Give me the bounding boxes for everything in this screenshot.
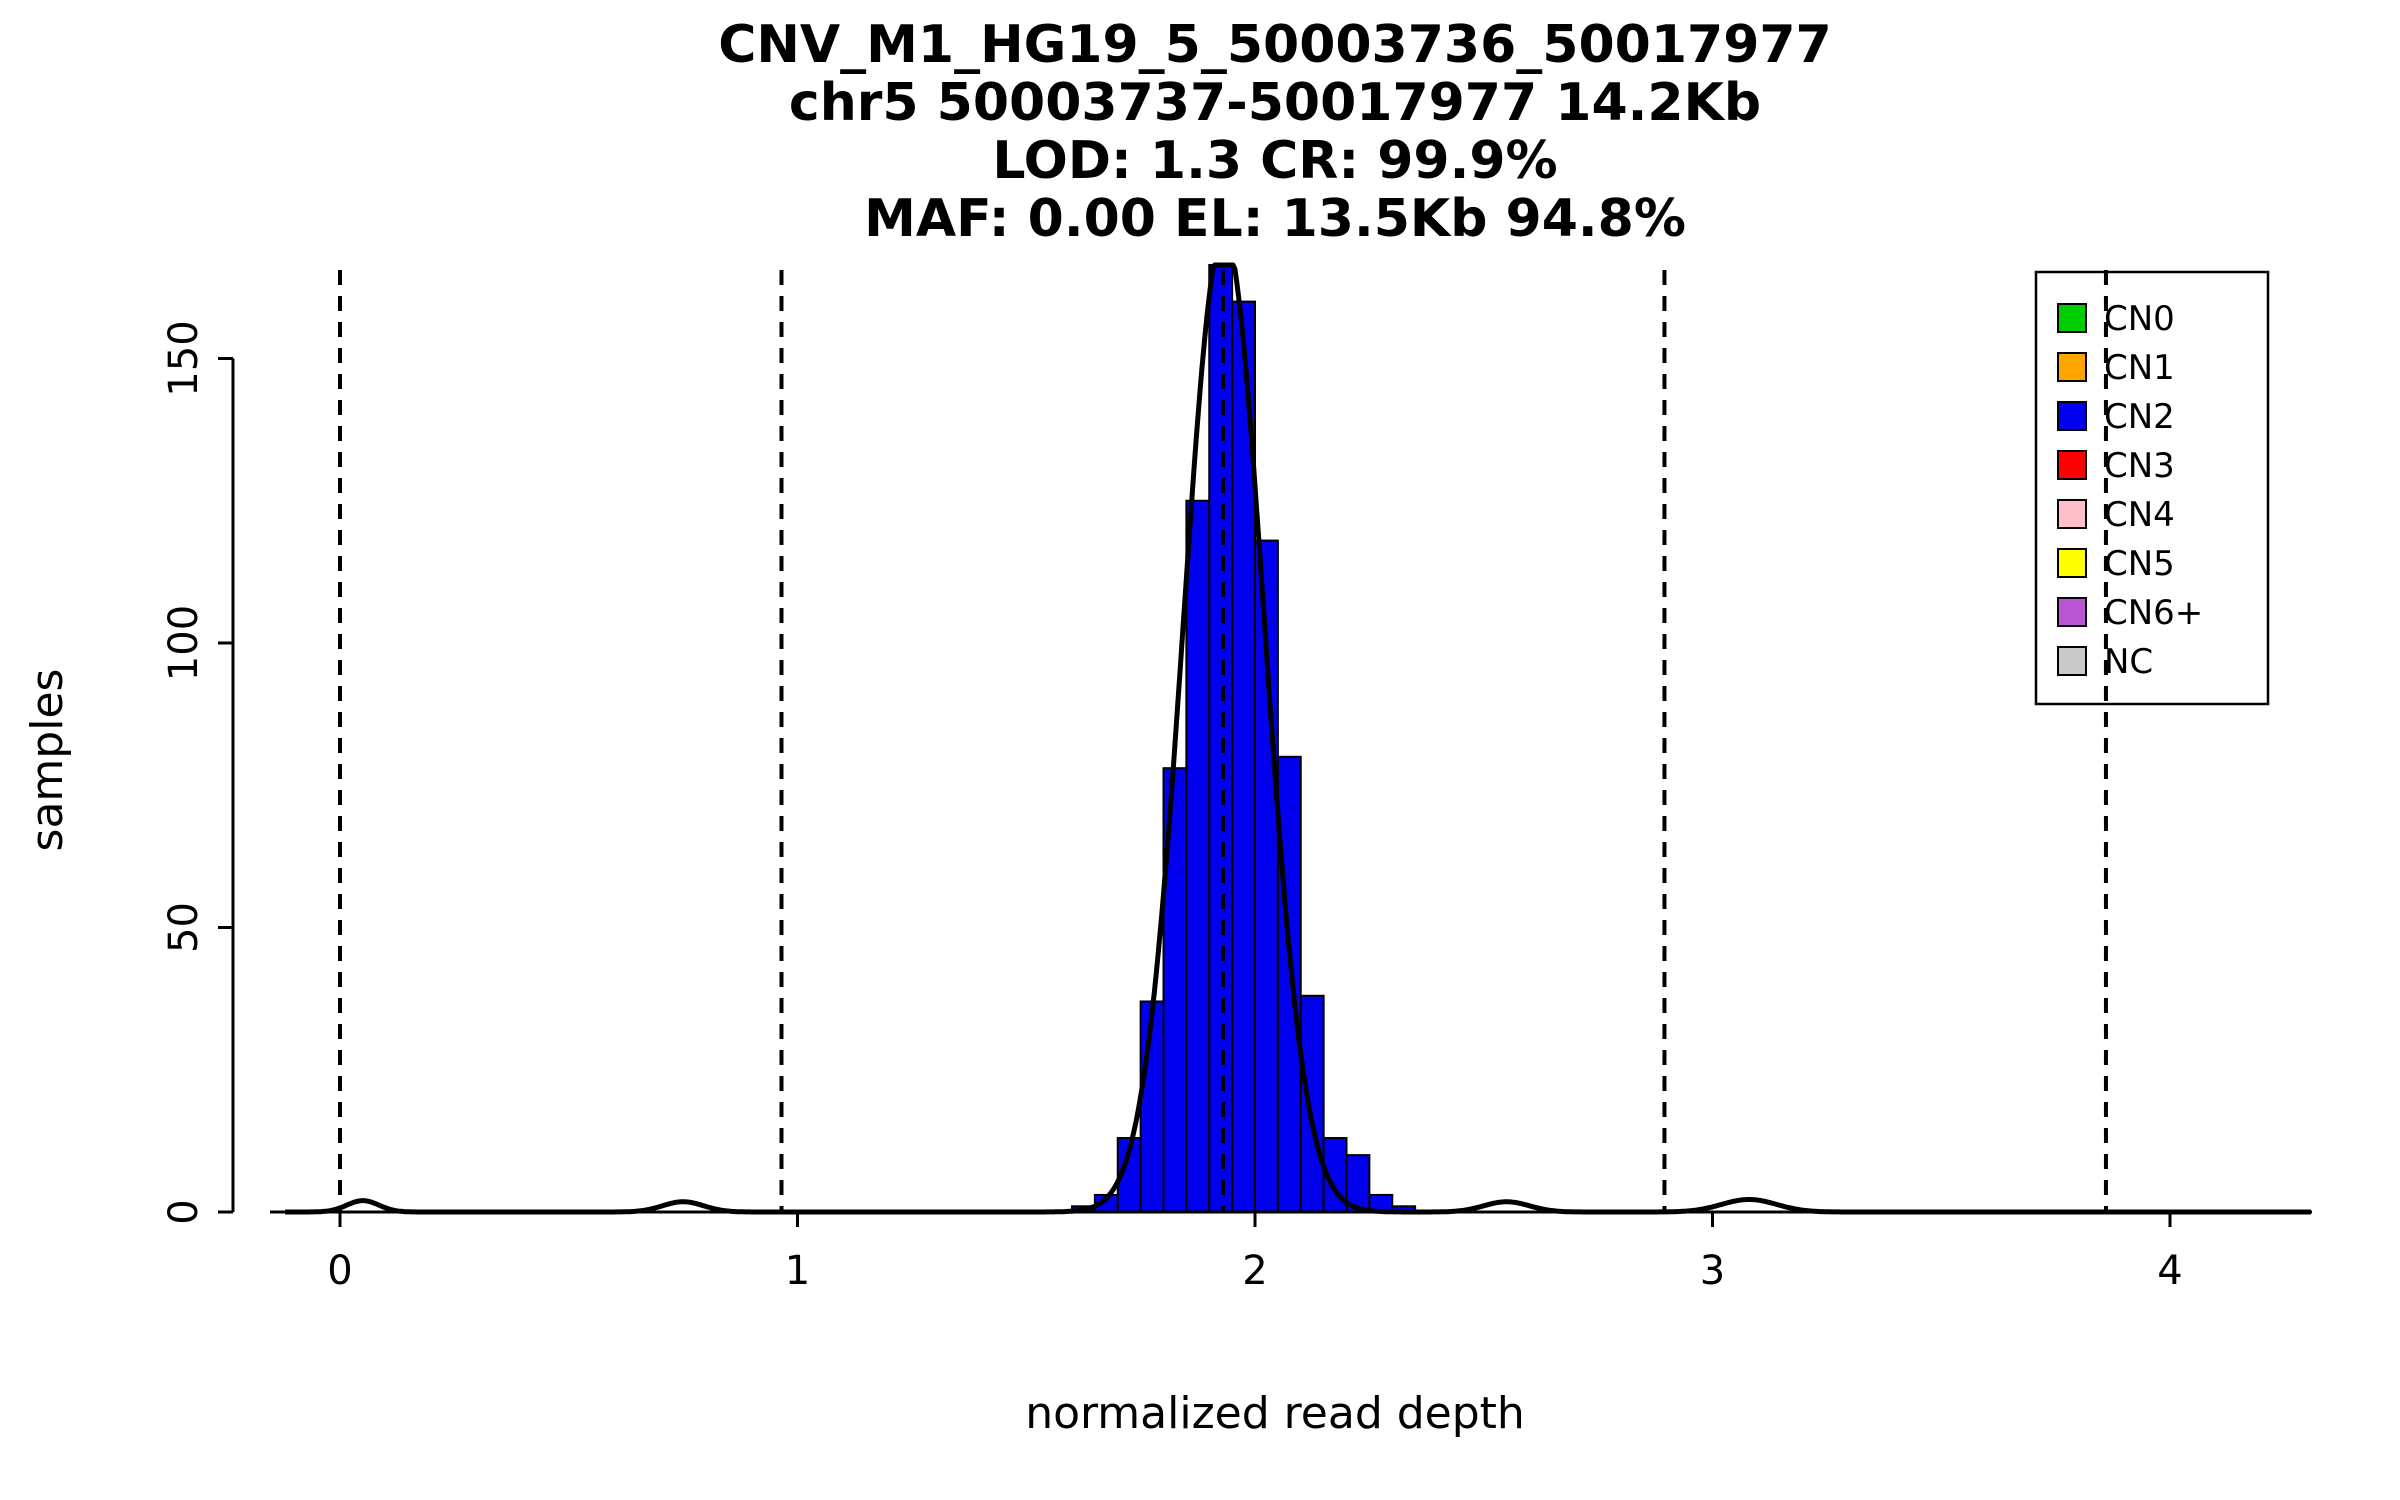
chart-layer: 0 1 2 3 4 0 50 100 150 CN0 CN1 CN2 CN3 CN4 CN5 CN6+ NC [161,262,2312,1294]
legend-item-NC: NC [2057,642,2153,682]
legend-item-CN6plus: CN6+ [2057,593,2203,633]
legend-swatch-CN2 [2057,401,2087,431]
legend-label-NC: NC [2104,642,2153,682]
legend-label-CN3: CN3 [2104,446,2175,486]
x-tick-label: 3 [1700,1248,1725,1294]
y-tick-label: 50 [161,902,207,953]
x-axis-title: normalized read depth [1025,1388,1525,1439]
legend-swatch-CN3 [2057,450,2087,480]
legend-swatch-NC [2057,646,2087,676]
legend-swatch-CN1 [2057,352,2087,382]
chart-title-line4: MAF: 0.00 EL: 13.5Kb 94.8% [864,189,1686,249]
chart-title-line1: CNV_M1_HG19_5_50003736_50017977 [718,15,1832,75]
legend-item-CN2: CN2 [2057,397,2175,437]
y-axis-title: samples [22,669,73,852]
y-tick-label: 0 [161,1199,207,1224]
legend-label-CN2: CN2 [2104,397,2175,437]
legend-swatch-CN6plus [2057,597,2087,627]
legend-item-CN5: CN5 [2057,544,2175,584]
legend-label-CN6plus: CN6+ [2104,593,2203,633]
x-tick-label: 4 [2157,1248,2182,1294]
histogram-bar [1185,499,1211,1213]
x-tick-label: 1 [785,1248,810,1294]
legend-label-CN4: CN4 [2104,495,2175,535]
legend: CN0 CN1 CN2 CN3 CN4 CN5 CN6+ NC [2034,270,2270,706]
histogram-bar [1208,264,1234,1213]
histogram-bar [1276,755,1302,1213]
legend-box [2034,270,2270,706]
legend-swatch-CN5 [2057,548,2087,578]
chart-title-line3: LOD: 1.3 CR: 99.9% [992,131,1557,191]
x-tick-label: 0 [327,1248,352,1294]
histogram-bars [1071,264,1417,1214]
legend-swatch-CN4 [2057,499,2087,529]
legend-label-CN5: CN5 [2104,544,2175,584]
legend-label-CN1: CN1 [2104,348,2175,388]
chart-title-line2: chr5 50003737-50017977 14.2Kb [789,73,1761,133]
x-tick-label: 2 [1242,1248,1267,1294]
copy-number-guides [338,270,2108,1212]
legend-swatch-CN0 [2057,303,2087,333]
legend-label-CN0: CN0 [2104,299,2175,339]
histogram-bar [1299,994,1325,1214]
legend-item-CN4: CN4 [2057,495,2175,535]
y-tick-label: 150 [161,320,207,396]
legend-item-CN0: CN0 [2057,299,2175,339]
axes [218,357,2312,1227]
legend-item-CN3: CN3 [2057,446,2175,486]
y-tick-label: 100 [161,605,207,681]
legend-item-CN1: CN1 [2057,348,2175,388]
